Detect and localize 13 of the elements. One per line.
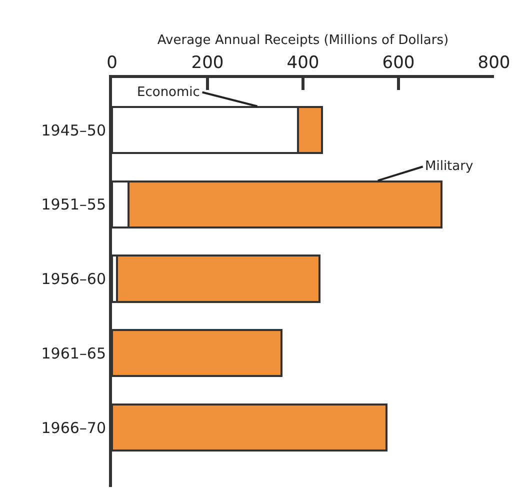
series-label: Economic <box>137 85 200 100</box>
y-tick-label: 1945–50 <box>41 121 106 140</box>
y-tick-label: 1956–60 <box>41 270 106 288</box>
x-tick-label: 200 <box>191 53 224 74</box>
x-tick-label: 800 <box>478 53 510 74</box>
x-tick-label: 600 <box>382 53 415 74</box>
series-label: Military <box>425 159 474 174</box>
y-tick-label: 1966–70 <box>41 418 106 437</box>
y-tick-label: 1961–65 <box>41 344 106 362</box>
x-tick-label: 400 <box>286 53 320 74</box>
y-tick-label: 1951–55 <box>41 196 106 214</box>
x-tick-label: 0 <box>106 53 118 74</box>
x-axis-title: Average Annual Receipts (Millions of Dollars) <box>157 33 449 48</box>
